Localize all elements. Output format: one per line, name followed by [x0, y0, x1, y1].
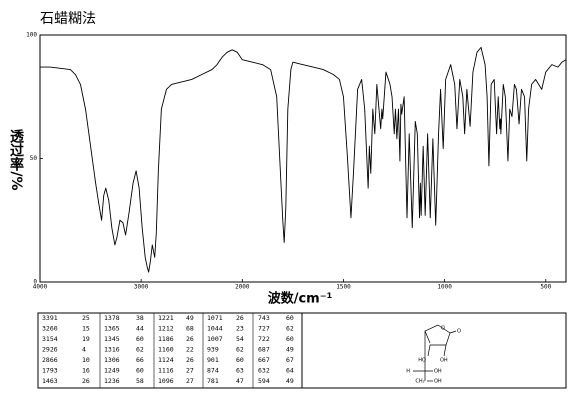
- peak-wavenumber: 1007: [207, 335, 223, 343]
- x-tick-label: 500: [540, 284, 551, 291]
- peak-wavenumber: 781: [207, 377, 219, 385]
- peak-transmittance: 68: [186, 325, 194, 333]
- peak-transmittance: 10: [82, 356, 90, 364]
- peak-transmittance: 22: [186, 346, 194, 354]
- peak-transmittance: 64: [286, 367, 294, 375]
- peak-wavenumber: 743: [258, 314, 270, 322]
- peak-transmittance: 27: [186, 367, 194, 375]
- peak-wavenumber: 632: [258, 367, 270, 375]
- peak-wavenumber: 901: [207, 356, 219, 364]
- peak-wavenumber: 1365: [104, 325, 120, 333]
- peak-wavenumber: 727: [258, 325, 270, 333]
- peak-transmittance: 19: [82, 335, 90, 343]
- x-axis-label: 波数/cm⁻¹: [268, 291, 333, 307]
- peak-transmittance: 60: [286, 335, 294, 343]
- bond: [427, 344, 431, 357]
- peak-wavenumber: 1044: [207, 325, 223, 333]
- peak-transmittance: 67: [286, 356, 294, 364]
- peak-wavenumber: 2926: [42, 346, 58, 354]
- peak-wavenumber: 1071: [207, 314, 223, 322]
- peak-transmittance: 49: [186, 314, 194, 322]
- peak-transmittance: 27: [186, 377, 194, 385]
- peak-transmittance: 44: [136, 325, 144, 333]
- spectrum-line: [40, 46, 567, 273]
- structure-label: CH₂: [415, 379, 424, 385]
- peak-wavenumber: 1345: [104, 335, 120, 343]
- peak-transmittance: 26: [186, 335, 194, 343]
- peak-wavenumber: 1096: [158, 377, 174, 385]
- peak-wavenumber: 939: [207, 346, 219, 354]
- peak-transmittance: 4: [82, 346, 86, 354]
- peak-transmittance: 15: [82, 325, 90, 333]
- peak-transmittance: 26: [186, 356, 194, 364]
- peak-transmittance: 26: [82, 377, 90, 385]
- peak-wavenumber: 3154: [42, 335, 58, 343]
- x-tick-label: 3000: [134, 284, 149, 291]
- y-tick-label: 0: [33, 279, 37, 286]
- peak-wavenumber: 1316: [104, 346, 120, 354]
- peak-transmittance: 16: [82, 367, 90, 375]
- peak-wavenumber: 1249: [104, 367, 120, 375]
- peak-wavenumber: 687: [258, 346, 270, 354]
- peak-transmittance: 62: [136, 346, 144, 354]
- structure-label: OH: [440, 358, 448, 364]
- peak-transmittance: 60: [236, 356, 244, 364]
- peak-wavenumber: 722: [258, 335, 270, 343]
- peak-transmittance: 60: [136, 335, 144, 343]
- peak-wavenumber: 1463: [42, 377, 58, 385]
- y-tick-label: 100: [26, 32, 37, 39]
- peak-transmittance: 26: [236, 314, 244, 322]
- structure-label: OH: [434, 379, 442, 385]
- plot-frame: [39, 34, 567, 283]
- x-tick-label: 1000: [437, 284, 452, 291]
- peak-transmittance: 38: [136, 314, 144, 322]
- peak-wavenumber: 1116: [158, 367, 174, 375]
- structure-label: HO: [418, 358, 426, 364]
- structure-label: O: [457, 329, 461, 335]
- peak-transmittance: 63: [236, 367, 244, 375]
- peak-transmittance: 49: [286, 346, 294, 354]
- peak-wavenumber: 874: [207, 367, 219, 375]
- structure-drawing: [413, 324, 457, 382]
- table-dividers: [99, 313, 303, 388]
- y-tick-label: 50: [30, 155, 38, 162]
- peak-transmittance: 66: [136, 356, 144, 364]
- bond: [449, 330, 457, 334]
- x-tick-label: 1500: [336, 284, 351, 291]
- peak-wavenumber: 3391: [42, 314, 58, 322]
- peak-wavenumber: 1236: [104, 377, 120, 385]
- peak-wavenumber: 1212: [158, 325, 174, 333]
- peak-transmittance: 60: [286, 314, 294, 322]
- peak-wavenumber: 1221: [158, 314, 174, 322]
- chart-title: 石蜡糊法: [40, 11, 96, 27]
- peak-transmittance: 54: [236, 335, 244, 343]
- structure-label: OH: [434, 369, 442, 375]
- ring: [424, 324, 451, 346]
- peak-wavenumber: 1306: [104, 356, 120, 364]
- peak-transmittance: 58: [136, 377, 144, 385]
- peak-wavenumber: 1186: [158, 335, 174, 343]
- x-tick-label: 4000: [33, 284, 48, 291]
- peak-transmittance: 60: [136, 367, 144, 375]
- peak-wavenumber: 1124: [158, 356, 174, 364]
- peak-transmittance: 23: [236, 325, 244, 333]
- peak-transmittance: 62: [236, 346, 244, 354]
- peak-wavenumber: 3260: [42, 325, 58, 333]
- structure-label: H: [406, 369, 410, 375]
- peak-wavenumber: 1793: [42, 367, 58, 375]
- y-axis-label: 透过率/%: [8, 129, 24, 190]
- peak-transmittance: 47: [236, 377, 244, 385]
- peak-transmittance: 62: [286, 325, 294, 333]
- peak-wavenumber: 667: [258, 356, 270, 364]
- peak-wavenumber: 1378: [104, 314, 120, 322]
- peak-transmittance: 25: [82, 314, 90, 322]
- peak-transmittance: 49: [286, 377, 294, 385]
- structure-label: O: [441, 326, 445, 332]
- peak-wavenumber: 594: [258, 377, 270, 385]
- peak-wavenumber: 1160: [158, 346, 174, 354]
- bond: [443, 344, 447, 357]
- peak-wavenumber: 2866: [42, 356, 58, 364]
- x-tick-label: 2000: [235, 284, 250, 291]
